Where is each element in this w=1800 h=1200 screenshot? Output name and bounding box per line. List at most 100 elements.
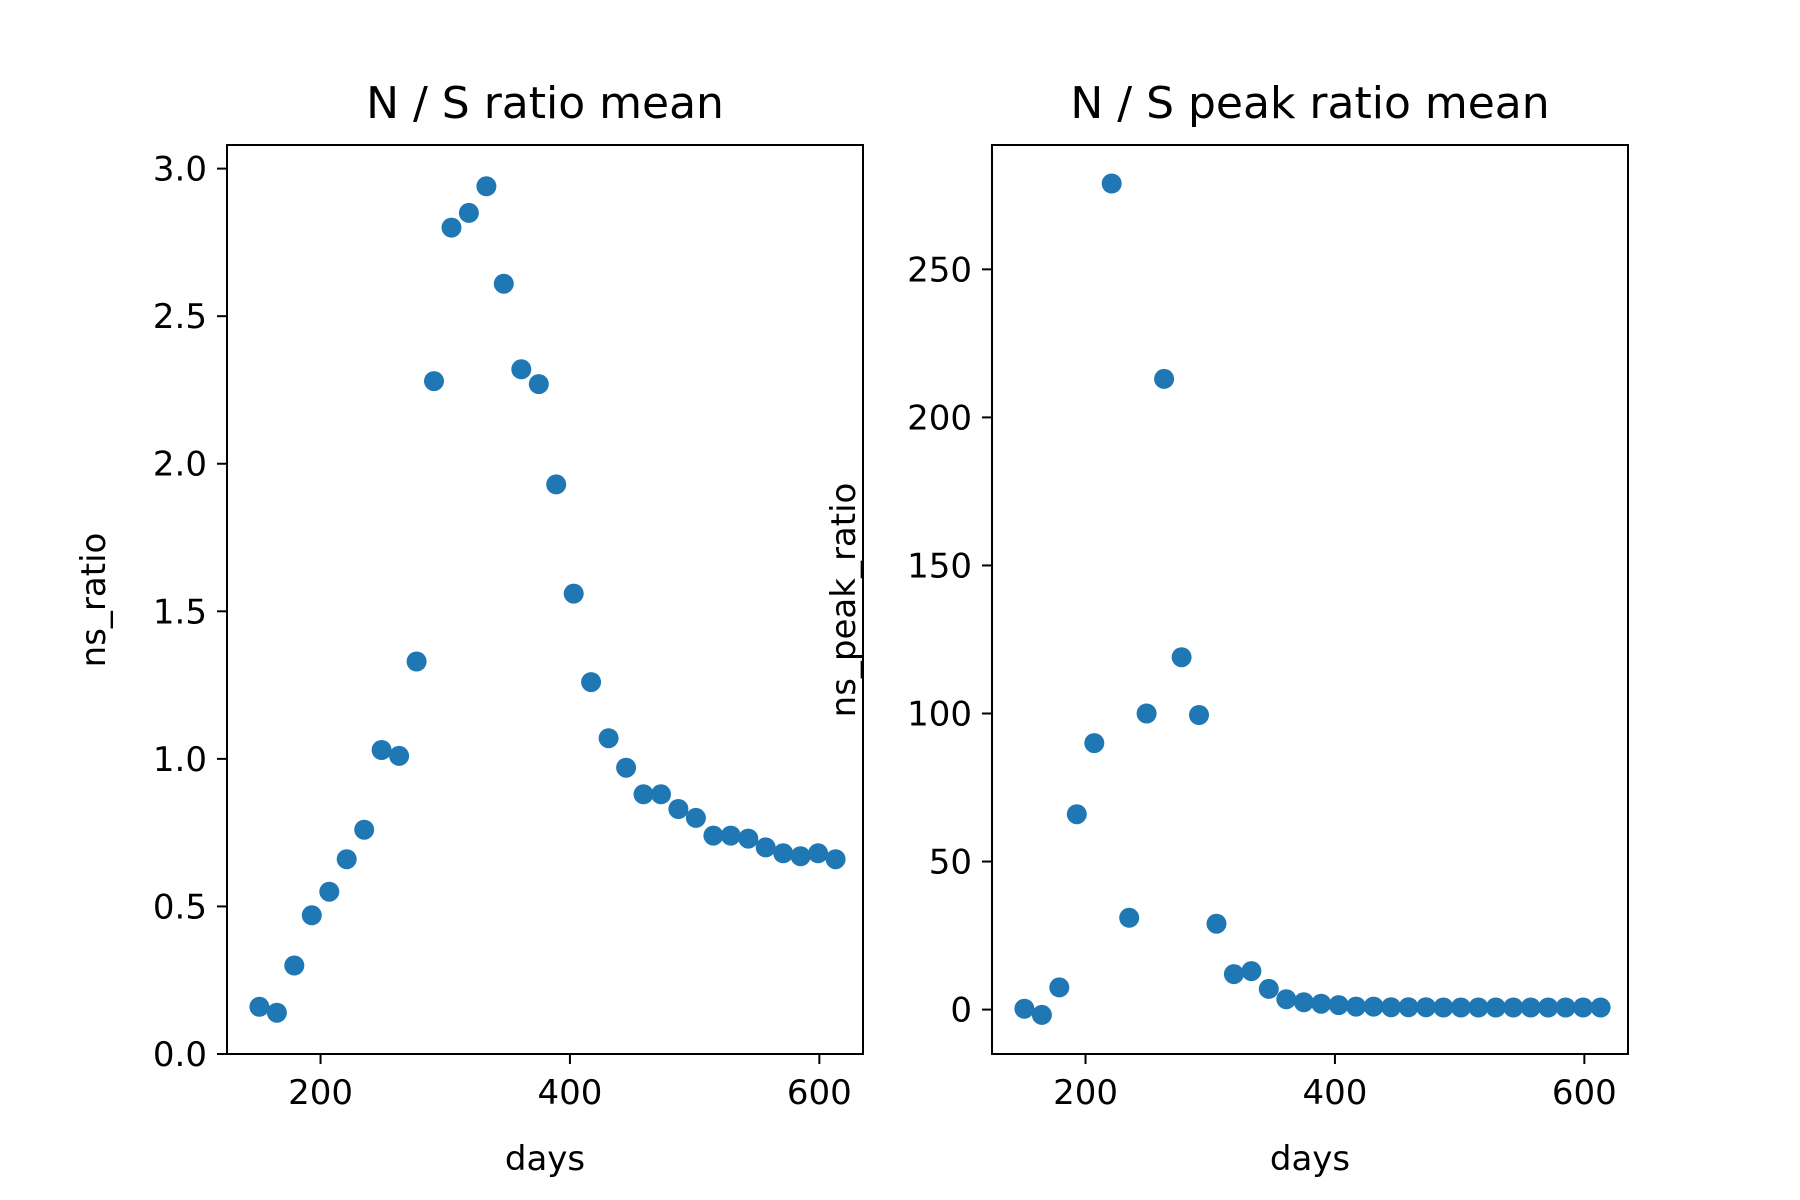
ns-peak-ratio-data-point: [1311, 993, 1332, 1014]
ns-peak-ratio-x-tick-label: 600: [1552, 1073, 1617, 1113]
ns-ratio-data-point: [458, 202, 479, 223]
ns-ratio-data-point: [755, 837, 776, 858]
ns-ratio-y-tick-label: 2.0: [153, 445, 207, 485]
ns-ratio-data-point: [476, 176, 497, 197]
ns-ratio-y-tick-label: 0.0: [153, 1035, 207, 1075]
ns-ratio-y-tick-label: 1.5: [153, 592, 207, 632]
subplot-ns-ratio-xlabel: days: [505, 1139, 585, 1179]
ns-ratio-data-point: [598, 728, 619, 749]
ns-ratio-data-point: [424, 371, 444, 392]
ns-peak-ratio-data-point: [1258, 978, 1279, 999]
ns-ratio-data-point: [319, 881, 340, 902]
ns-peak-ratio-data-point: [1014, 998, 1035, 1019]
ns-peak-ratio-data-point: [1241, 961, 1262, 982]
ns-ratio-data-point: [720, 825, 741, 846]
ns-peak-ratio-data-point: [1276, 989, 1297, 1010]
subplot-ns-peak-ratio-points: [1014, 173, 1611, 1025]
subplot-ns-peak-ratio-title: N / S peak ratio mean: [1070, 78, 1549, 129]
ns-peak-ratio-data-point: [1590, 997, 1611, 1018]
ns-ratio-data-point: [563, 583, 584, 604]
ns-peak-ratio-data-point: [1189, 705, 1209, 725]
ns-peak-ratio-data-point: [1363, 996, 1384, 1017]
ns-ratio-data-point: [266, 1002, 287, 1023]
ns-ratio-data-point: [301, 905, 322, 926]
ns-peak-ratio-data-point: [1538, 997, 1559, 1018]
ns-ratio-data-point: [389, 745, 410, 766]
ns-peak-ratio-data-point: [1031, 1004, 1052, 1025]
subplot-ns-peak-ratio-xlabel: days: [1270, 1139, 1350, 1179]
ns-peak-ratio-data-point: [1101, 173, 1122, 194]
ns-peak-ratio-y-tick-label: 0: [950, 991, 972, 1031]
ns-peak-ratio-y-tick-label: 250: [907, 250, 972, 290]
ns-ratio-data-point: [493, 273, 514, 294]
ns-ratio-data-point: [738, 828, 759, 849]
ns-ratio-x-tick-label: 200: [288, 1073, 353, 1113]
ns-ratio-data-point: [581, 672, 602, 693]
ns-ratio-x-tick-label: 400: [537, 1073, 602, 1113]
ns-ratio-data-point: [546, 474, 567, 495]
ns-peak-ratio-data-point: [1485, 997, 1506, 1018]
ns-peak-ratio-data-point: [1206, 913, 1227, 934]
ns-ratio-y-tick-label: 1.0: [153, 740, 207, 780]
ns-peak-ratio-data-point: [1154, 368, 1175, 389]
ns-ratio-data-point: [528, 374, 549, 395]
ns-ratio-data-point: [685, 807, 706, 828]
ns-peak-ratio-y-tick-label: 50: [929, 843, 972, 883]
ns-peak-ratio-y-tick-label: 150: [907, 546, 972, 586]
ns-ratio-data-point: [773, 843, 794, 864]
subplot-ns-ratio-title: N / S ratio mean: [366, 78, 724, 129]
subplot-ns-peak-ratio: N / S peak ratio mean 200 400 600 0 50 100 150…: [824, 78, 1629, 1179]
ns-ratio-data-point: [284, 955, 305, 976]
ns-ratio-x-tick-label: 600: [787, 1073, 852, 1113]
ns-peak-ratio-y-tick-label: 200: [907, 398, 972, 438]
ns-peak-ratio-data-point: [1573, 997, 1594, 1018]
ns-peak-ratio-data-point: [1468, 997, 1489, 1018]
ns-ratio-data-point: [668, 799, 689, 819]
ns-peak-ratio-data-point: [1293, 992, 1314, 1013]
ns-peak-ratio-data-point: [1136, 703, 1157, 724]
ns-ratio-data-point: [441, 217, 462, 238]
ns-ratio-data-point: [703, 825, 724, 846]
ns-peak-ratio-data-point: [1084, 733, 1105, 754]
ns-ratio-data-point: [790, 846, 811, 867]
ns-ratio-y-tick-label: 0.5: [153, 887, 207, 927]
ns-ratio-data-point: [406, 651, 427, 672]
subplot-ns-peak-ratio-ylabel: ns_peak_ratio: [824, 483, 864, 718]
subplot-ns-ratio-ylabel: ns_ratio: [74, 533, 114, 668]
ns-peak-ratio-x-tick-label: 200: [1053, 1073, 1118, 1113]
subplot-ns-peak-ratio-frame: [991, 144, 1629, 1055]
ns-peak-ratio-data-point: [1433, 997, 1454, 1018]
ns-peak-ratio-data-point: [1398, 997, 1419, 1018]
ns-peak-ratio-y-tick-label: 100: [907, 694, 972, 734]
subplot-ns-ratio-frame: [226, 144, 864, 1055]
ns-ratio-data-point: [633, 784, 654, 805]
ns-ratio-data-point: [808, 843, 829, 864]
subplot-ns-ratio-ticks: 200 400 600 0.0 0.5 1.0 1.5 2.0 2.5 3.0: [153, 150, 852, 1113]
subplot-ns-ratio: N / S ratio mean 200 400 600 0.0 0.5 1.0 1.5 2.…: [74, 78, 864, 1179]
ns-peak-ratio-data-point: [1066, 804, 1087, 825]
ns-peak-ratio-data-point: [1381, 997, 1402, 1018]
ns-peak-ratio-data-point: [1450, 997, 1471, 1018]
ns-peak-ratio-data-point: [1346, 996, 1367, 1017]
ns-ratio-data-point: [249, 996, 270, 1017]
ns-ratio-data-point: [354, 819, 375, 840]
subplot-ns-peak-ratio-ticks: 200 400 600 0 50 100 150 200 250: [907, 250, 1617, 1113]
ns-ratio-data-point: [651, 784, 671, 805]
ns-peak-ratio-data-point: [1555, 997, 1576, 1018]
ns-peak-ratio-data-point: [1171, 647, 1192, 668]
ns-ratio-data-point: [616, 757, 637, 778]
ns-ratio-y-tick-label: 2.5: [153, 297, 207, 337]
ns-ratio-y-tick-label: 3.0: [153, 150, 207, 190]
ns-peak-ratio-data-point: [1223, 964, 1244, 985]
ns-peak-ratio-data-point: [1119, 907, 1140, 928]
ns-ratio-data-point: [336, 849, 357, 870]
ns-ratio-data-point: [825, 849, 846, 870]
subplot-ns-ratio-points: [249, 176, 846, 1023]
ns-ratio-data-point: [371, 740, 392, 760]
ns-peak-ratio-data-point: [1503, 997, 1524, 1018]
ns-peak-ratio-data-point: [1049, 977, 1070, 998]
ns-peak-ratio-data-point: [1520, 997, 1541, 1018]
ns-peak-ratio-x-tick-label: 400: [1302, 1073, 1367, 1113]
